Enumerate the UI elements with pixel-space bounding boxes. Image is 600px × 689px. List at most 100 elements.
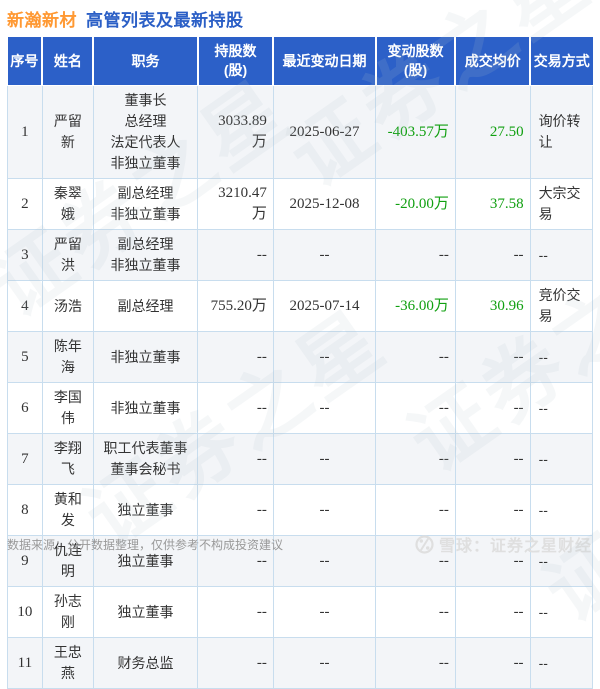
cell-method: --	[529, 637, 594, 689]
cell-name: 孙志刚	[41, 586, 94, 638]
cell-date: 2025-07-14	[272, 280, 377, 332]
cell-price: 27.50	[454, 85, 531, 179]
cell-position: 副总经理	[92, 280, 199, 332]
cell-position: 非独立董事	[92, 331, 199, 383]
cell-date: 2025-06-27	[272, 85, 377, 179]
cell-idx: 1	[7, 85, 43, 179]
cell-shares: --	[197, 637, 274, 689]
cell-position: 副总经理 非独立董事	[92, 178, 199, 230]
cell-idx: 3	[7, 229, 43, 281]
cell-method: --	[529, 229, 594, 281]
cell-idx: 6	[7, 382, 43, 434]
cell-date: --	[272, 484, 377, 536]
cell-name: 李国伟	[41, 382, 94, 434]
cell-name: 李翔飞	[41, 433, 94, 485]
cell-shares: 755.20万	[197, 280, 274, 332]
cell-price: 37.58	[454, 178, 531, 230]
column-header-name: 姓名	[42, 37, 95, 86]
cell-price: --	[454, 433, 531, 485]
cell-method: --	[529, 382, 594, 434]
cell-change: --	[375, 433, 456, 485]
cell-change: -403.57万	[375, 85, 456, 179]
cell-date: --	[272, 229, 377, 281]
cell-method: 询价转让	[529, 85, 594, 179]
cell-method: --	[529, 331, 594, 383]
table-row: 6 李国伟 非独立董事 -- -- -- -- --	[7, 382, 594, 434]
cell-shares: --	[197, 229, 274, 281]
cell-price: --	[454, 229, 531, 281]
column-header-change: 变动股数 (股)	[375, 37, 457, 86]
cell-shares: 3210.47万	[197, 178, 274, 230]
cell-price: --	[454, 331, 531, 383]
cell-price: 30.96	[454, 280, 531, 332]
cell-idx: 11	[7, 637, 43, 689]
column-header-shares: 持股数 (股)	[197, 37, 275, 86]
cell-shares: --	[197, 331, 274, 383]
brand-text: 雪球：证券之星财经	[438, 538, 592, 555]
stock-name: 新瀚新材	[7, 11, 77, 30]
table-row: 3 严留洪 副总经理 非独立董事 -- -- -- -- --	[7, 229, 594, 281]
cell-position: 独立董事	[92, 484, 199, 536]
cell-date: --	[272, 637, 377, 689]
table-body: 1 严留新 董事长 总经理 法定代表人 非独立董事 3033.89万 2025-06-2…	[7, 85, 594, 689]
table-row: 7 李翔飞 职工代表董事 董事会秘书 -- -- -- -- --	[7, 433, 594, 485]
column-header-method: 交易方式	[530, 37, 593, 86]
cell-name: 汤浩	[41, 280, 94, 332]
cell-name: 黄和发	[41, 484, 94, 536]
cell-position: 独立董事	[92, 586, 199, 638]
source-note: 数据来源：公开数据整理，仅供参考不构成投资建议	[7, 537, 284, 552]
cell-position: 董事长 总经理 法定代表人 非独立董事	[92, 85, 199, 179]
column-header-date: 最近变动日期	[273, 37, 377, 86]
cell-method: 大宗交易	[529, 178, 594, 230]
cell-name: 陈年海	[41, 331, 94, 383]
cell-name: 秦翠娥	[41, 178, 94, 230]
cell-method: --	[529, 586, 594, 638]
cell-shares: --	[197, 433, 274, 485]
cell-name: 严留新	[41, 85, 94, 179]
table-row: 4 汤浩 副总经理 755.20万 2025-07-14 -36.00万 30.96 竞价交易	[7, 280, 594, 332]
executives-table: 序号 姓名 职务 持股数 (股) 最近变动日期 变动股数 (股) 成交均价 交易方式 1 严留新…	[7, 37, 594, 689]
cell-idx: 8	[7, 484, 43, 536]
cell-idx: 10	[7, 586, 43, 638]
cell-method: 竞价交易	[529, 280, 594, 332]
page-title: 新瀚新材 高管列表及最新持股	[7, 6, 244, 31]
cell-position: 职工代表董事 董事会秘书	[92, 433, 199, 485]
cell-date: --	[272, 331, 377, 383]
cell-change: --	[375, 484, 456, 536]
cell-change: --	[375, 382, 456, 434]
cell-name: 王忠燕	[41, 637, 94, 689]
cell-price: --	[454, 586, 531, 638]
cell-method: --	[529, 433, 594, 485]
table-row: 2 秦翠娥 副总经理 非独立董事 3210.47万 2025-12-08 -20.00万 3…	[7, 178, 594, 230]
cell-price: --	[454, 637, 531, 689]
cell-position: 非独立董事	[92, 382, 199, 434]
cell-idx: 5	[7, 331, 43, 383]
column-header-idx: 序号	[7, 37, 44, 86]
cell-change: --	[375, 331, 456, 383]
cell-change: --	[375, 229, 456, 281]
brand-mark: 雪球：证券之星财经	[415, 532, 592, 556]
cell-change: --	[375, 586, 456, 638]
cell-position: 财务总监	[92, 637, 199, 689]
cell-position: 副总经理 非独立董事	[92, 229, 199, 281]
cell-change: -20.00万	[375, 178, 456, 230]
cell-idx: 4	[7, 280, 43, 332]
cell-price: --	[454, 382, 531, 434]
cell-shares: --	[197, 484, 274, 536]
cell-method: --	[529, 484, 594, 536]
cell-date: --	[272, 433, 377, 485]
column-header-position: 职务	[93, 37, 199, 86]
table-row: 5 陈年海 非独立董事 -- -- -- -- --	[7, 331, 594, 383]
cell-shares: --	[197, 382, 274, 434]
table-row: 11 王忠燕 财务总监 -- -- -- -- --	[7, 637, 594, 689]
cell-shares: 3033.89万	[197, 85, 274, 179]
footer: 数据来源：公开数据整理，仅供参考不构成投资建议 雪球：证券之星财经	[7, 533, 592, 555]
cell-date: 2025-12-08	[272, 178, 377, 230]
table-row: 1 严留新 董事长 总经理 法定代表人 非独立董事 3033.89万 2025-06-2…	[7, 85, 594, 179]
column-header-price: 成交均价	[455, 37, 532, 86]
xueqiu-logo-icon	[415, 534, 434, 554]
cell-name: 严留洪	[41, 229, 94, 281]
table-row: 8 黄和发 独立董事 -- -- -- -- --	[7, 484, 594, 536]
cell-date: --	[272, 382, 377, 434]
cell-shares: --	[197, 586, 274, 638]
